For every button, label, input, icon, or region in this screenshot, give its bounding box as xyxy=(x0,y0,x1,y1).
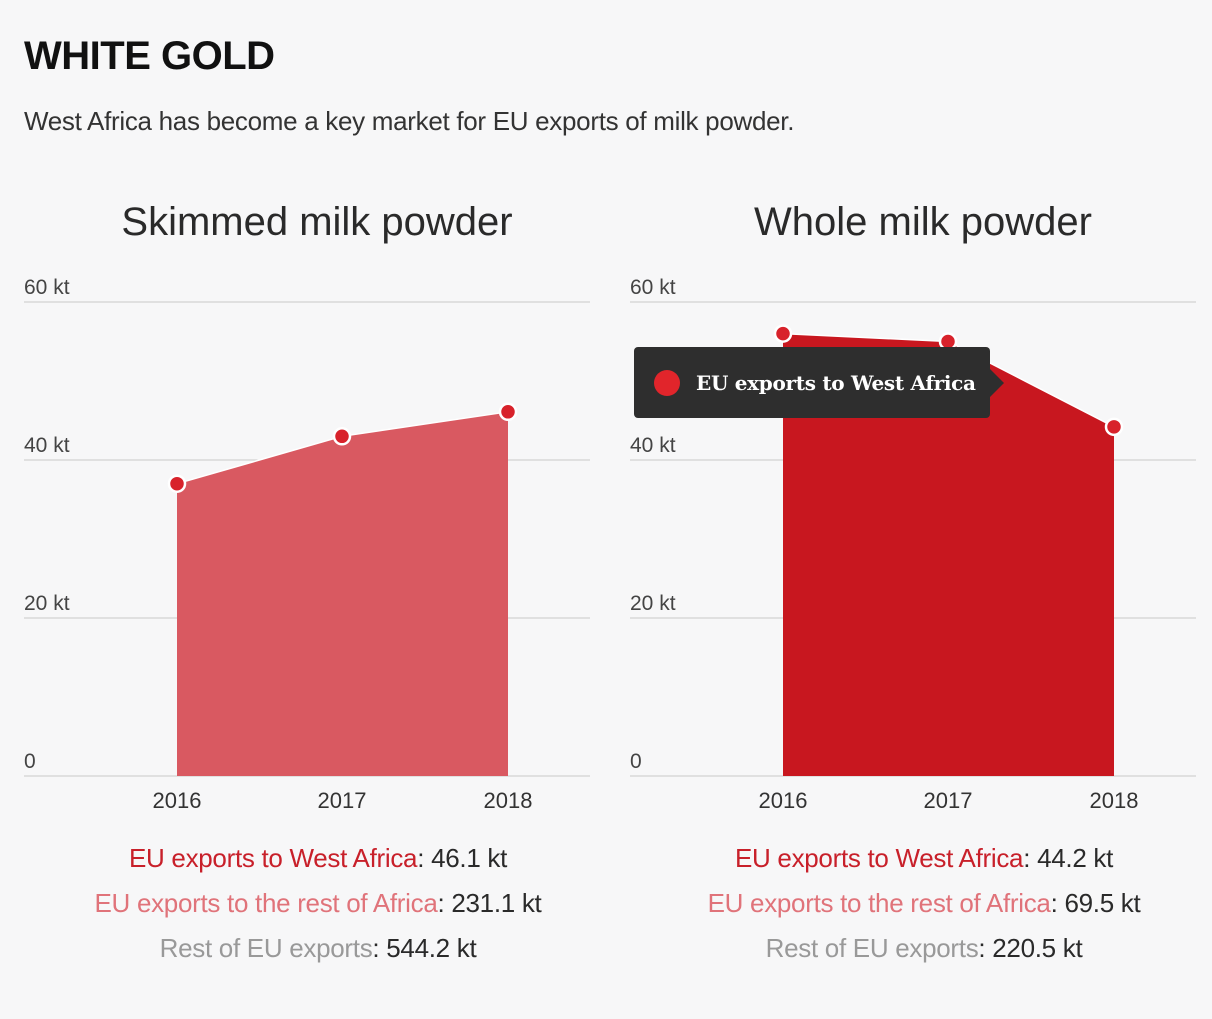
x-tick-label-skimmed: 2016 xyxy=(153,788,202,813)
summary-skimmed: EU exports to West Africa: 46.1 kt EU ex… xyxy=(18,836,618,971)
x-tick-label-skimmed: 2017 xyxy=(318,788,367,813)
summary-label: EU exports to the rest of Africa xyxy=(94,888,438,918)
data-point-whole-2016 xyxy=(773,324,793,343)
data-point-skimmed-2016 xyxy=(167,474,187,493)
summary-label: EU exports to West Africa xyxy=(128,843,418,873)
summary-value: 231.1 kt xyxy=(451,888,542,918)
y-tick-label-whole: 0 xyxy=(630,750,642,773)
summary-row-rest-eu: Rest of EU exports: 544.2 kt xyxy=(159,933,477,963)
summary-value: 544.2 kt xyxy=(386,933,477,963)
summary-row-west-africa: EU exports to West Africa: 46.1 kt xyxy=(128,843,508,873)
y-tick-label-whole: 40 kt xyxy=(630,434,676,457)
y-tick-label-skimmed: 0 xyxy=(24,750,36,773)
summary-whole: EU exports to West Africa: 44.2 kt EU ex… xyxy=(624,836,1212,971)
chart-title-skimmed: Skimmed milk powder xyxy=(121,200,513,244)
summary-label: EU exports to West Africa xyxy=(734,843,1024,873)
summary-row-rest-eu: Rest of EU exports: 220.5 kt xyxy=(765,933,1083,963)
summary-label: Rest of EU exports xyxy=(765,933,979,963)
summary-value: 69.5 kt xyxy=(1064,888,1141,918)
x-tick-label-skimmed: 2018 xyxy=(484,788,533,813)
y-tick-label-skimmed: 20 kt xyxy=(24,592,70,615)
summary-row-rest-africa: EU exports to the rest of Africa: 69.5 k… xyxy=(707,888,1141,918)
data-point-skimmed-2018 xyxy=(498,402,518,422)
summary-label: Rest of EU exports xyxy=(159,933,373,963)
y-tick-label-skimmed: 40 kt xyxy=(24,434,70,457)
tooltip-label: EU exports to West Africa xyxy=(696,370,976,395)
summary-value: 220.5 kt xyxy=(992,933,1083,963)
data-point-whole-2018 xyxy=(1104,417,1124,437)
x-tick-label-whole: 2016 xyxy=(759,788,808,813)
page-subtitle: West Africa has become a key market for … xyxy=(24,106,795,136)
y-tick-label-whole: 60 kt xyxy=(630,276,676,299)
summary-value: 44.2 kt xyxy=(1037,843,1114,873)
data-point-skimmed-2017 xyxy=(332,427,352,446)
summary-value: 46.1 kt xyxy=(431,843,508,873)
y-tick-label-skimmed: 60 kt xyxy=(24,276,70,299)
chart-title-whole: Whole milk powder xyxy=(754,200,1092,244)
tooltip-series-dot-icon xyxy=(654,369,680,396)
summary-row-rest-africa: EU exports to the rest of Africa: 231.1 … xyxy=(94,888,542,918)
area-skimmed xyxy=(177,411,508,776)
tooltip: EU exports to West Africa xyxy=(634,347,1004,418)
area-whole xyxy=(783,333,1114,776)
page-title: WHITE GOLD xyxy=(24,34,275,78)
x-tick-label-whole: 2018 xyxy=(1090,788,1139,813)
summary-label: EU exports to the rest of Africa xyxy=(707,888,1051,918)
y-tick-label-whole: 20 kt xyxy=(630,592,676,615)
summary-row-west-africa: EU exports to West Africa: 44.2 kt xyxy=(734,843,1114,873)
x-tick-label-whole: 2017 xyxy=(924,788,973,813)
